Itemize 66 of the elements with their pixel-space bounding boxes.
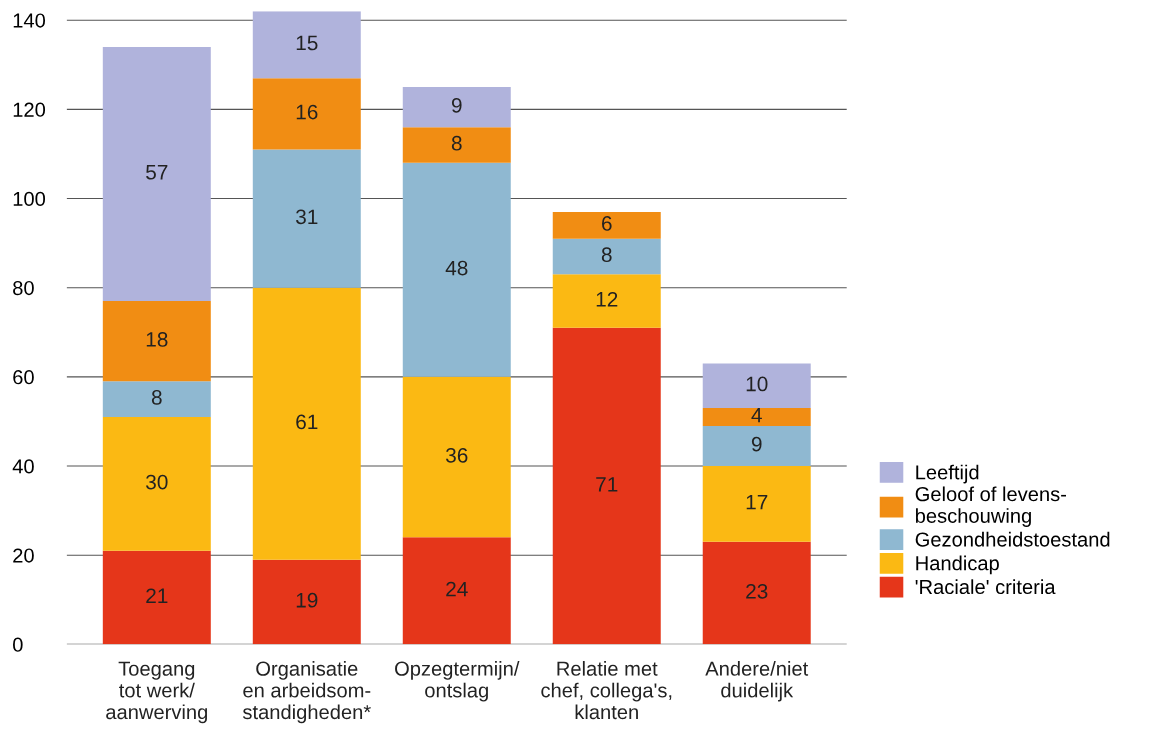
bar	[252, 78, 361, 150]
y-tick-label: 140	[13, 13, 46, 28]
data-label: 8	[451, 135, 462, 151]
legend-label: 'Raciale' criteria	[915, 579, 1056, 595]
legend-label: Leeftijd	[916, 464, 979, 484]
data-label: 18	[146, 332, 168, 347]
y-tick-label: 20	[13, 548, 34, 563]
bar	[102, 416, 211, 551]
bar	[702, 425, 811, 467]
legend-label: Handicap	[916, 555, 999, 575]
bar	[252, 559, 361, 645]
bar	[552, 238, 661, 275]
bar	[252, 287, 361, 560]
data-label: 16	[296, 104, 318, 120]
legend-label: Geloof of levens- beschouwing	[915, 486, 1067, 527]
bar	[402, 127, 511, 163]
data-label: 8	[601, 247, 612, 263]
x-tick-label: Toegang tot werk/ aanwerving	[106, 661, 208, 724]
bar	[102, 550, 211, 645]
y-tick-label: 80	[13, 280, 34, 296]
bar	[552, 327, 661, 645]
data-label: 4	[751, 408, 762, 423]
data-label: 57	[146, 165, 168, 180]
bar	[552, 211, 661, 239]
data-label: 8	[151, 389, 162, 405]
data-label: 10	[746, 376, 768, 392]
data-label: 15	[296, 35, 318, 51]
data-label: 17	[746, 494, 768, 510]
bar	[402, 537, 511, 645]
legend-label: Gezondheidstoestand	[915, 531, 1110, 547]
data-label: 21	[146, 588, 168, 603]
bar	[552, 274, 661, 328]
bar	[702, 408, 811, 426]
data-label: 19	[296, 592, 318, 608]
data-label: 24	[446, 581, 468, 597]
bar	[252, 149, 361, 288]
data-label: 71	[596, 477, 618, 492]
data-label: 48	[445, 260, 468, 276]
x-tick-label: Organisatie en arbeidsom- standigheden*	[242, 661, 371, 724]
bar	[702, 363, 811, 409]
data-label: 31	[296, 209, 318, 225]
data-label: 9	[451, 97, 462, 113]
data-label: 12	[596, 291, 618, 307]
y-tick-label: 120	[13, 102, 46, 117]
bar	[402, 376, 511, 538]
y-tick-label: 60	[13, 370, 34, 385]
y-tick-label: 0	[13, 637, 23, 652]
y-tick-label: 100	[13, 191, 46, 207]
x-tick-label: Opzegtermijn/ ontslag	[395, 661, 520, 702]
bar	[102, 381, 211, 417]
data-label: 9	[751, 436, 762, 452]
data-label: 36	[445, 447, 468, 463]
bar	[102, 46, 211, 302]
data-label: 61	[296, 414, 318, 430]
y-tick-label: 40	[12, 459, 34, 474]
bar	[402, 87, 511, 128]
bar	[402, 162, 511, 377]
data-label: 6	[602, 216, 612, 231]
data-label: 30	[146, 474, 168, 490]
bar	[102, 301, 211, 382]
x-tick-label: Relatie met chef, collega's, klanten	[541, 661, 672, 720]
bar	[252, 11, 361, 79]
x-tick-label: Andere/niet duidelijk	[705, 661, 809, 702]
bar	[702, 541, 811, 645]
bar	[702, 466, 811, 542]
data-label: 23	[746, 583, 768, 599]
